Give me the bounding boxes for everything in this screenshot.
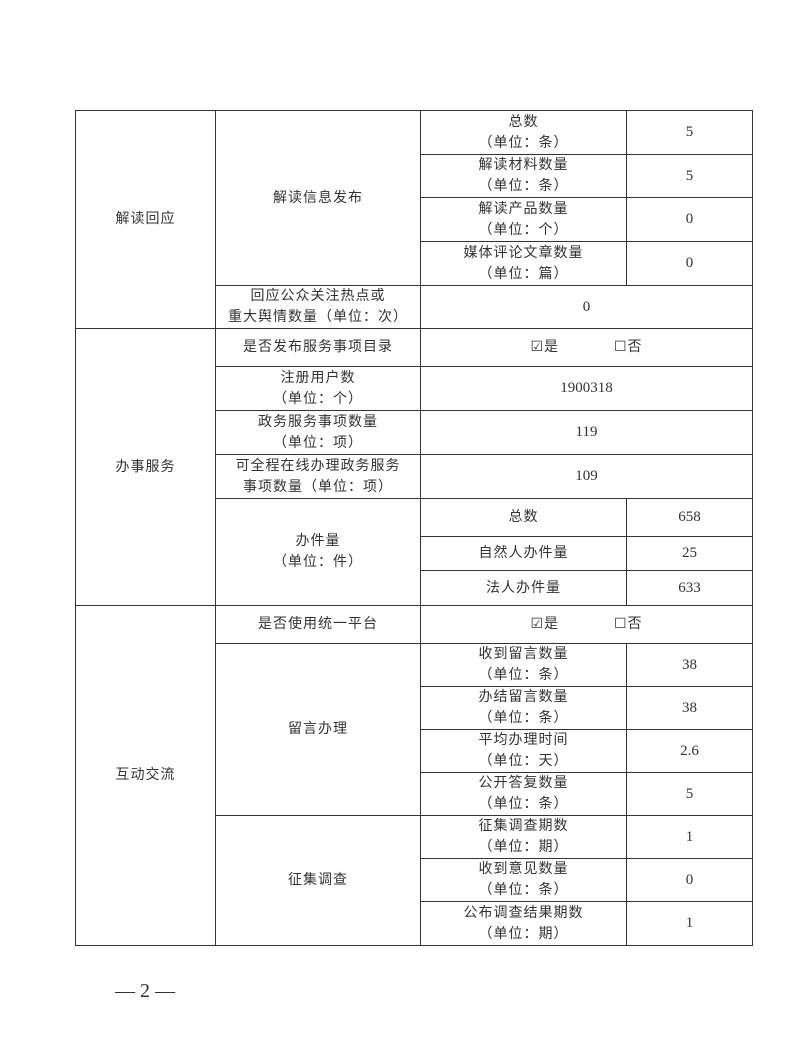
label-total: 总数 （单位：条） (420, 110, 627, 155)
value-online: 109 (420, 454, 753, 499)
value-total: 5 (626, 110, 753, 155)
value-closed: 38 (626, 686, 753, 730)
value-opinions: 0 (626, 858, 753, 902)
label-closed: 办结留言数量 （单位：条） (420, 686, 627, 730)
group-survey: 征集调查 (215, 815, 421, 946)
label-opinions: 收到意见数量 （单位：条） (420, 858, 627, 902)
value-materials: 5 (626, 154, 753, 198)
section-services: 办事服务 (75, 328, 216, 606)
value-products: 0 (626, 197, 753, 242)
section-interpretation: 解读回应 (75, 110, 216, 329)
label-received: 收到留言数量 （单位：条） (420, 643, 627, 687)
section-interaction: 互动交流 (75, 605, 216, 946)
value-survey-periods: 1 (626, 815, 753, 859)
label-platform: 是否使用统一平台 (215, 605, 421, 644)
value-cases-natural: 25 (626, 536, 753, 571)
label-items: 政务服务事项数量 （单位：项） (215, 410, 421, 455)
group-cases: 办件量 （单位：件） (215, 498, 421, 606)
group-publish: 解读信息发布 (215, 110, 421, 286)
label-cases-legal: 法人办件量 (420, 570, 627, 606)
label-avg-time: 平均办理时间 （单位：天） (420, 729, 627, 773)
checkbox-yes-checked: ☑是 (530, 616, 559, 632)
value-received: 38 (626, 643, 753, 687)
label-cases-total: 总数 (420, 498, 627, 537)
checkbox-no-unchecked: ☐否 (614, 339, 643, 355)
label-response: 回应公众关注热点或 重大舆情数量（单位：次） (215, 285, 421, 329)
value-users: 1900318 (420, 366, 753, 411)
value-cases-legal: 633 (626, 570, 753, 606)
value-response: 0 (420, 285, 753, 329)
label-materials: 解读材料数量 （单位：条） (420, 154, 627, 198)
value-cases-total: 658 (626, 498, 753, 537)
label-catalog: 是否发布服务事项目录 (215, 328, 421, 367)
value-results: 1 (626, 901, 753, 946)
catalog-checkboxes: ☑是 ☐否 (420, 328, 753, 367)
value-items: 119 (420, 410, 753, 455)
checkbox-yes-checked: ☑是 (530, 339, 559, 355)
checkbox-no-unchecked: ☐否 (614, 616, 643, 632)
label-results: 公布调查结果期数 （单位：期） (420, 901, 627, 946)
label-products: 解读产品数量 （单位：个） (420, 197, 627, 242)
page-number: — 2 — (115, 980, 175, 1002)
value-public-reply: 5 (626, 772, 753, 816)
label-public-reply: 公开答复数量 （单位：条） (420, 772, 627, 816)
platform-checkboxes: ☑是 ☐否 (420, 605, 753, 644)
label-online: 可全程在线办理政务服务 事项数量（单位：项） (215, 454, 421, 499)
label-users: 注册用户数 （单位：个） (215, 366, 421, 411)
value-media: 0 (626, 241, 753, 286)
value-avg-time: 2.6 (626, 729, 753, 773)
label-survey-periods: 征集调查期数 （单位：期） (420, 815, 627, 859)
group-messages: 留言办理 (215, 643, 421, 816)
label-cases-natural: 自然人办件量 (420, 536, 627, 571)
label-media: 媒体评论文章数量 （单位：篇） (420, 241, 627, 286)
